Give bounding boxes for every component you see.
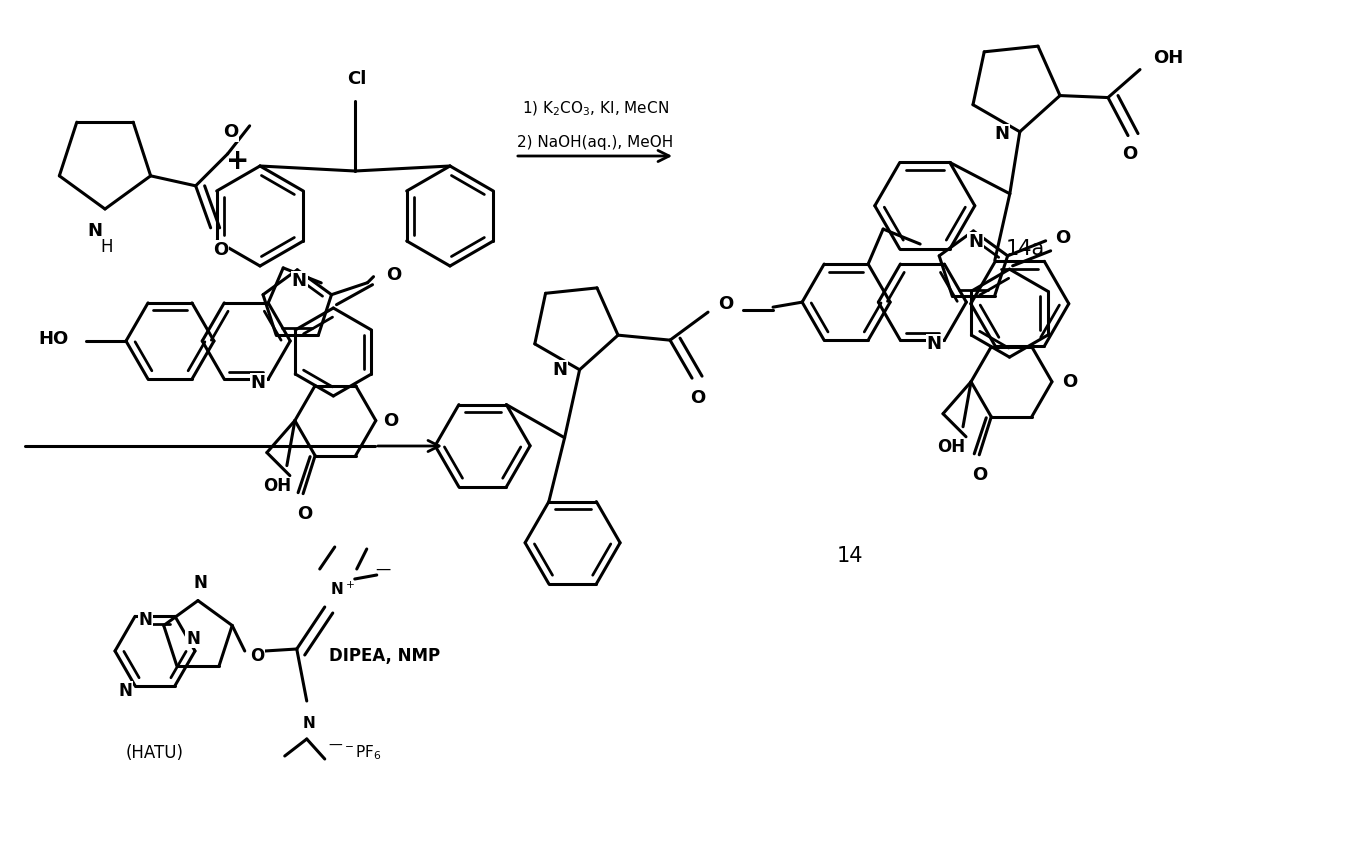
Text: O: O — [1054, 229, 1071, 247]
Text: Cl: Cl — [347, 70, 367, 88]
Text: O: O — [690, 389, 706, 407]
Text: O: O — [223, 123, 238, 141]
Text: 14: 14 — [837, 546, 863, 566]
Text: O: O — [213, 241, 229, 259]
Text: 1) K$_2$CO$_3$, KI, MeCN: 1) K$_2$CO$_3$, KI, MeCN — [522, 100, 668, 118]
Text: N: N — [292, 272, 307, 290]
Text: —: — — [328, 739, 342, 753]
Text: N: N — [551, 361, 568, 379]
Text: HO: HO — [39, 330, 69, 348]
Text: O: O — [1063, 373, 1077, 391]
Text: O: O — [1122, 145, 1138, 163]
Text: 14a: 14a — [1005, 239, 1045, 259]
Text: O: O — [971, 466, 987, 484]
Text: $^-$PF$_6$: $^-$PF$_6$ — [342, 744, 382, 762]
Text: (HATU): (HATU) — [126, 744, 184, 762]
Text: N: N — [927, 335, 941, 353]
Text: N: N — [994, 125, 1009, 143]
Text: H: H — [101, 238, 113, 256]
Text: O: O — [718, 295, 733, 313]
Text: N: N — [250, 374, 266, 392]
Text: O: O — [386, 266, 401, 283]
Text: N: N — [139, 611, 152, 629]
Text: N: N — [968, 233, 983, 251]
Text: OH: OH — [1153, 48, 1184, 66]
Text: N: N — [87, 222, 102, 240]
Text: N: N — [118, 682, 132, 700]
Text: O: O — [383, 412, 398, 430]
Text: 2) NaOH(aq.), MeOH: 2) NaOH(aq.), MeOH — [516, 135, 672, 151]
Text: +: + — [226, 147, 250, 175]
Text: OH: OH — [937, 437, 966, 455]
Text: N: N — [186, 629, 200, 647]
Text: O: O — [297, 505, 313, 523]
Text: —: — — [375, 561, 390, 577]
Text: N: N — [194, 573, 207, 592]
Text: OH: OH — [262, 477, 291, 494]
Text: DIPEA, NMP: DIPEA, NMP — [330, 647, 441, 665]
Text: N: N — [303, 715, 315, 730]
Text: N$^+$: N$^+$ — [331, 580, 355, 598]
Text: O: O — [250, 647, 264, 665]
